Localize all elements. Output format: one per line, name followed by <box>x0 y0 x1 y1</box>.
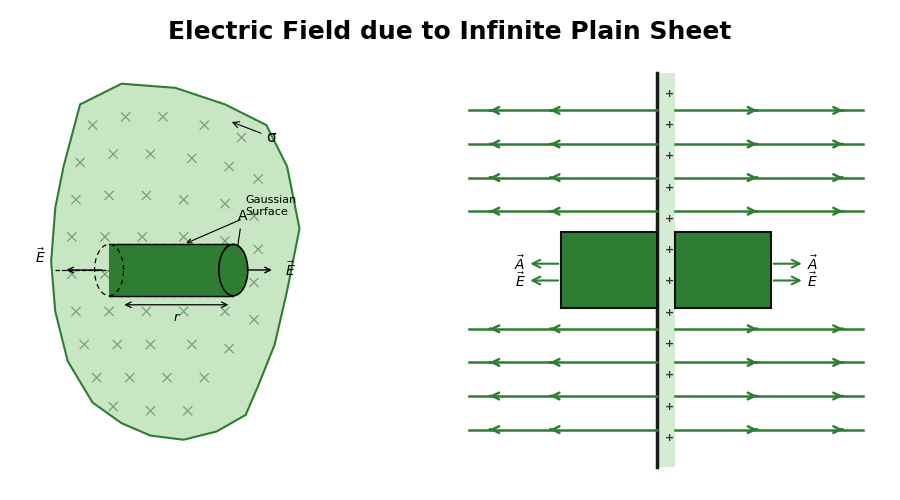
Text: +: + <box>665 433 674 443</box>
Text: $\vec{E}$: $\vec{E}$ <box>285 260 296 280</box>
Text: $\vec{E}$: $\vec{E}$ <box>806 271 817 290</box>
Polygon shape <box>561 232 656 308</box>
Text: σ: σ <box>233 122 276 144</box>
Text: +: + <box>665 370 674 380</box>
Polygon shape <box>675 232 771 308</box>
Text: r: r <box>174 311 179 324</box>
Text: +: + <box>665 276 674 286</box>
Text: +: + <box>665 182 674 192</box>
Text: $\vec{A}$: $\vec{A}$ <box>514 254 526 273</box>
Text: +: + <box>665 120 674 130</box>
Text: +: + <box>665 308 674 318</box>
Ellipse shape <box>219 244 248 296</box>
Text: +: + <box>665 339 674 349</box>
Polygon shape <box>51 84 300 440</box>
Text: +: + <box>665 151 674 161</box>
Polygon shape <box>109 244 233 296</box>
Text: +: + <box>665 402 674 411</box>
Text: $\vec{E}$: $\vec{E}$ <box>515 271 526 290</box>
Text: $\vec{A}$: $\vec{A}$ <box>806 254 818 273</box>
Text: +: + <box>665 214 674 224</box>
Polygon shape <box>656 72 675 468</box>
Text: $\vec{E}$: $\vec{E}$ <box>35 247 46 266</box>
Text: A: A <box>234 210 247 258</box>
Text: +: + <box>665 88 674 99</box>
Text: +: + <box>665 245 674 255</box>
Text: Gaussian
Surface: Gaussian Surface <box>187 196 297 243</box>
Text: Electric Field due to Infinite Plain Sheet: Electric Field due to Infinite Plain She… <box>168 20 732 44</box>
